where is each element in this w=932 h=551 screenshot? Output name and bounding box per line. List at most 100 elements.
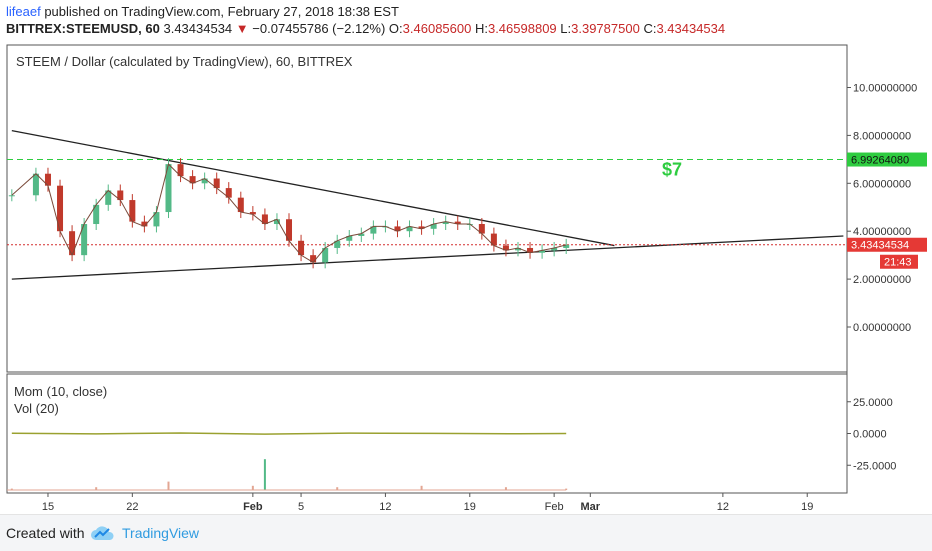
footer-bar: Created with TradingView — [0, 514, 932, 551]
candle-body — [177, 164, 184, 177]
volume-bar — [336, 487, 339, 490]
candle-body — [298, 240, 305, 256]
x-tick-label: Mar — [581, 501, 601, 513]
x-tick-label: Feb — [243, 501, 263, 513]
price-line — [11, 163, 567, 263]
price-chart[interactable]: STEEM / Dollar (calculated by TradingVie… — [0, 0, 932, 514]
candle-body — [406, 226, 413, 232]
volume-bar — [167, 481, 170, 490]
x-tick-label: 22 — [126, 501, 138, 513]
mom-tick-label: 25.0000 — [853, 397, 893, 409]
price-pane — [6, 44, 848, 373]
chart-title: STEEM / Dollar (calculated by TradingVie… — [16, 54, 353, 69]
volume-title: Vol (20) — [14, 401, 59, 416]
author-link[interactable]: lifeaef — [6, 4, 41, 19]
candle-body — [117, 190, 124, 201]
x-tick-label: 12 — [379, 501, 391, 513]
candle-body — [105, 190, 112, 205]
y-tick-label: 10.00000000 — [853, 83, 917, 95]
created-with-label: Created with — [6, 525, 85, 541]
candle-body — [454, 221, 461, 225]
y-tick-label: 2.00000000 — [853, 274, 911, 286]
mom-tick-label: 0.0000 — [853, 429, 887, 441]
tradingview-brand-link[interactable]: TradingView — [122, 525, 200, 541]
trendline — [11, 235, 844, 280]
candle-body — [93, 204, 100, 225]
candle-body — [370, 226, 377, 234]
candle-body — [502, 245, 509, 251]
x-tick-label: 12 — [717, 501, 729, 513]
y-tick-label: 6.00000000 — [853, 178, 911, 190]
level-label-box — [847, 237, 927, 252]
open-value: 3.46085600 — [402, 21, 472, 36]
candle-body — [394, 226, 401, 232]
x-tick-label: 19 — [464, 501, 476, 513]
volume-bar — [420, 485, 423, 490]
candle-body — [551, 247, 558, 251]
candle-body — [189, 176, 196, 184]
symbol-label: BITTREX:STEEMUSD, 60 — [6, 21, 160, 36]
trendline — [11, 129, 615, 247]
candle-body — [225, 188, 232, 198]
candle-body — [213, 178, 220, 189]
x-tick-label: Feb — [545, 501, 564, 513]
candle-body — [442, 221, 449, 225]
candle-body — [334, 240, 341, 248]
candle-body — [201, 178, 208, 184]
candle-body — [237, 197, 244, 213]
publish-line: lifeaef published on TradingView.com, Fe… — [6, 4, 399, 19]
ohlc-line: BITTREX:STEEMUSD, 60 3.43434534 ▼ −0.074… — [6, 21, 725, 36]
level-label: 3.43434534 — [851, 240, 909, 252]
countdown-box — [880, 254, 918, 269]
x-tick-label: 19 — [801, 501, 813, 513]
level-label: 6.99264080 — [851, 155, 909, 167]
high-value: 3.46598809 — [487, 21, 557, 36]
candle-body — [346, 235, 353, 241]
low-value: 3.39787500 — [571, 21, 640, 36]
down-arrow-icon: ▼ — [235, 21, 249, 36]
mom-tick-label: -25.0000 — [853, 460, 896, 472]
candle-body — [490, 233, 497, 246]
y-tick-label: 8.00000000 — [853, 130, 911, 142]
candle-body — [8, 195, 15, 197]
momentum-title: Mom (10, close) — [14, 384, 107, 399]
open-label: O: — [388, 21, 403, 36]
volume-bar — [95, 487, 98, 490]
y-tick-label: 4.00000000 — [853, 226, 911, 238]
level-annotation: $7 — [662, 160, 682, 180]
candle-body — [286, 219, 293, 241]
y-tick-label: 0.00000000 — [853, 322, 911, 334]
candle-body — [129, 200, 136, 222]
high-label: H: — [474, 21, 488, 36]
candle-body — [44, 173, 51, 186]
candle-body — [358, 233, 365, 236]
change-value: −0.07455786 (−2.12%) — [252, 21, 386, 36]
x-tick-label: 15 — [42, 501, 54, 513]
candle-body — [430, 224, 437, 229]
close-value: 3.43434534 — [656, 21, 726, 36]
candle-body — [141, 221, 148, 227]
candle-body — [527, 247, 534, 253]
candle-body — [514, 247, 521, 251]
candle-body — [539, 250, 546, 253]
candle-body — [32, 173, 39, 196]
volume-bar — [263, 459, 266, 490]
volume-bar — [565, 488, 568, 490]
candle-body — [153, 212, 160, 227]
publish-info: published on TradingView.com, February 2… — [44, 4, 399, 19]
candle-body — [261, 214, 268, 225]
last-price: 3.43434534 — [163, 21, 233, 36]
candle-body — [418, 226, 425, 229]
close-label: C: — [643, 21, 657, 36]
candle-body — [69, 231, 76, 256]
momentum-line — [11, 432, 567, 435]
candle-body — [310, 255, 317, 263]
candle-body — [478, 224, 485, 234]
x-tick-label: 5 — [298, 501, 304, 513]
candle-body — [57, 185, 64, 232]
level-label-box — [847, 152, 927, 167]
candle-body — [563, 244, 570, 248]
candle-body — [165, 164, 172, 213]
volume-bar — [504, 487, 507, 490]
candle-body — [249, 212, 256, 215]
